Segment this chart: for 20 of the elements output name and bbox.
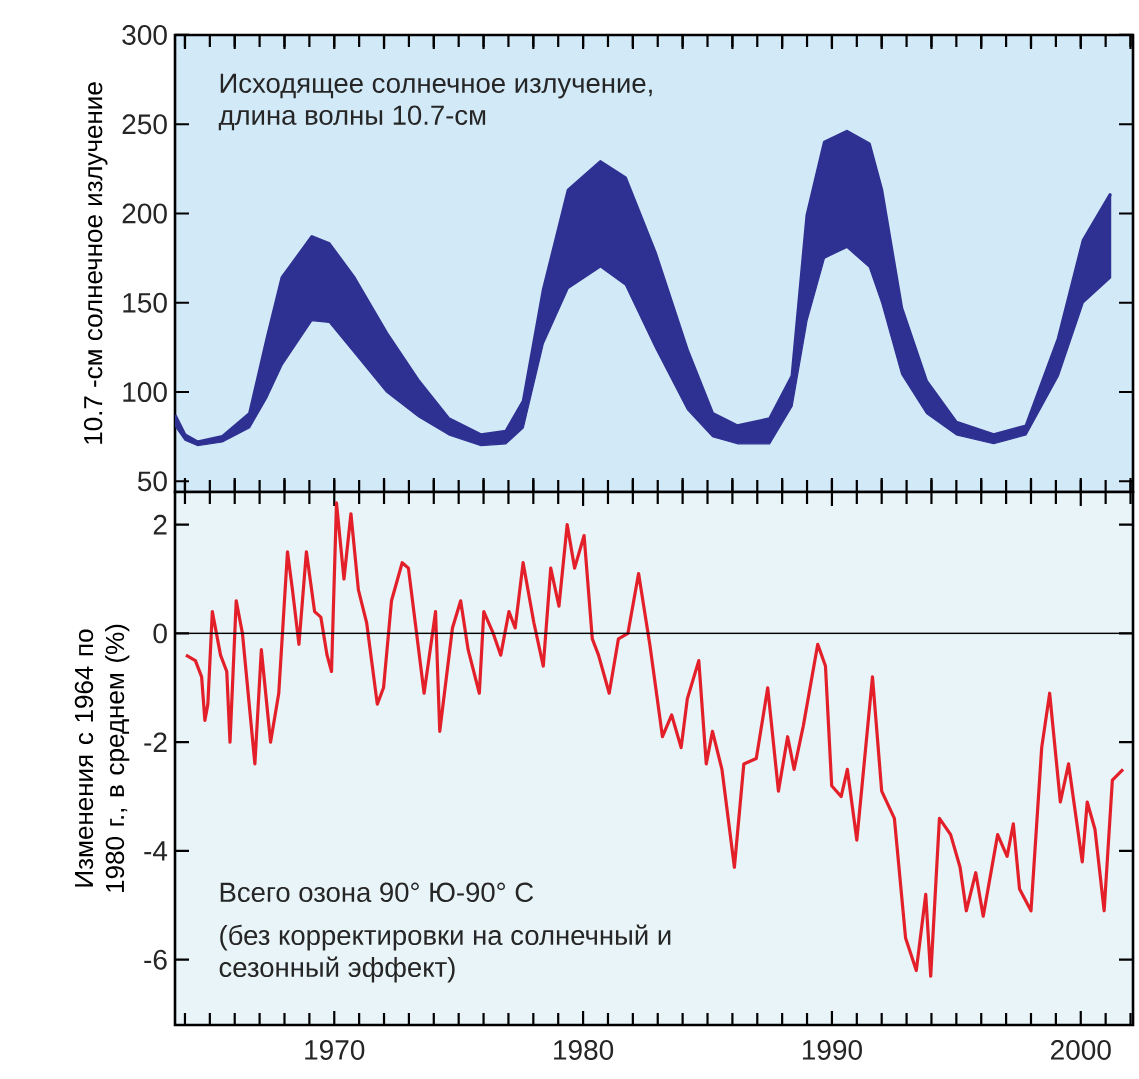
y-tick-label: -4 [144, 841, 168, 861]
y-tick-label: -2 [144, 732, 167, 752]
y-tick-label: 100 [123, 382, 167, 402]
y-tick-label: 50 [137, 471, 167, 492]
y-tick-label: -6 [144, 949, 167, 970]
y-axis-title: Изменения с 1964 по 1980 г., в среднем (%) [74, 624, 130, 892]
x-tick-label: 1970 [305, 1040, 365, 1060]
y-axis-title: 10.7 -см солнечное излучение [83, 82, 108, 444]
annotation: (без корректировки на солнечный и сезонный эффект) [219, 924, 671, 983]
y-tick-label: 150 [123, 292, 167, 313]
y-tick-label: 200 [122, 203, 167, 224]
x-tick-label: 1990 [802, 1040, 862, 1060]
x-tick-label: 2000 [1051, 1040, 1111, 1060]
x-tick-label: 1980 [554, 1040, 614, 1060]
annotation: Всего озона 90° Ю-90° С [220, 882, 534, 903]
y-tick-label: 250 [122, 114, 167, 135]
annotation: Исходящее солнечное излучение, длина волны 10.7-см [218, 73, 652, 131]
y-tick-label: 2 [153, 514, 167, 535]
y-tick-label: 0 [153, 623, 167, 644]
y-tick-label: 300 [122, 25, 167, 45]
